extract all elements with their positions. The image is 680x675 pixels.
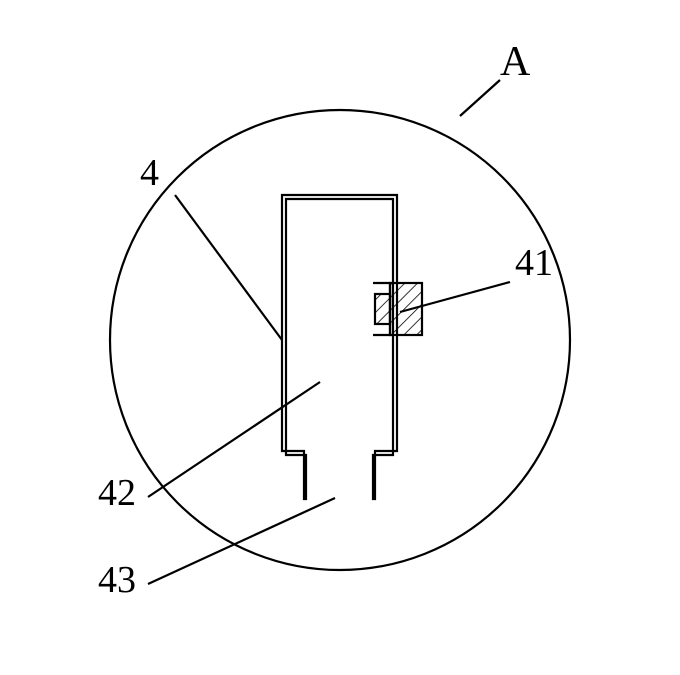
leader-A: [460, 80, 500, 116]
leader-42: [148, 382, 320, 497]
label-43: 43: [98, 559, 136, 601]
diagram-svg: 4 41 42 43 A: [0, 0, 680, 675]
part-4-outline: [282, 195, 397, 499]
label-42: 42: [98, 472, 136, 514]
label-4: 4: [140, 152, 159, 194]
leader-43: [148, 498, 335, 584]
detail-circle: [110, 110, 570, 570]
label-A: A: [500, 39, 531, 85]
hatch-41-outer: [390, 283, 422, 335]
hatch-41-inner: [375, 294, 390, 324]
leader-4: [175, 195, 282, 340]
label-41: 41: [515, 242, 553, 284]
